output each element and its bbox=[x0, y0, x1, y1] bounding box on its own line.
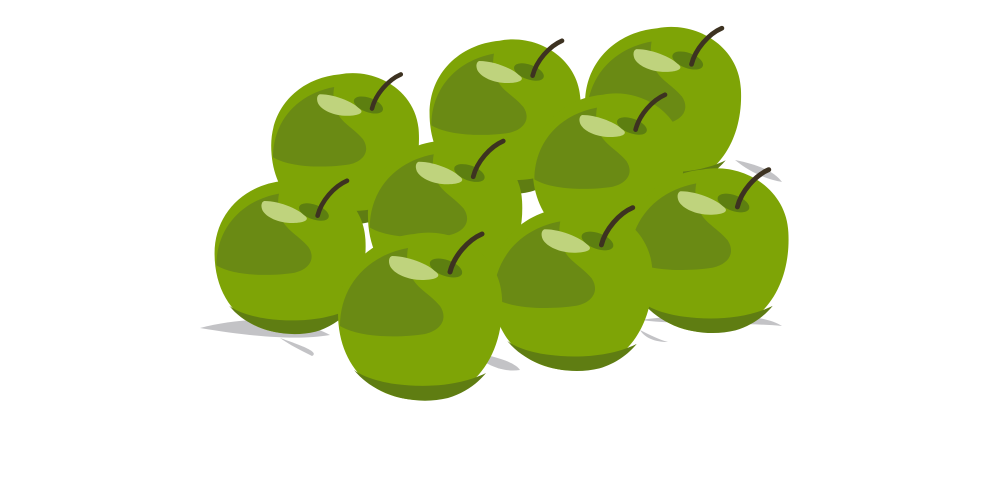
shadow-shape-4 bbox=[735, 160, 782, 182]
shadow-shape-2 bbox=[280, 338, 314, 356]
apple-8 bbox=[492, 206, 653, 371]
apples-group bbox=[215, 27, 789, 401]
apple-7 bbox=[628, 168, 789, 333]
apple-9 bbox=[338, 233, 502, 401]
shadow-shape-6 bbox=[640, 330, 668, 342]
